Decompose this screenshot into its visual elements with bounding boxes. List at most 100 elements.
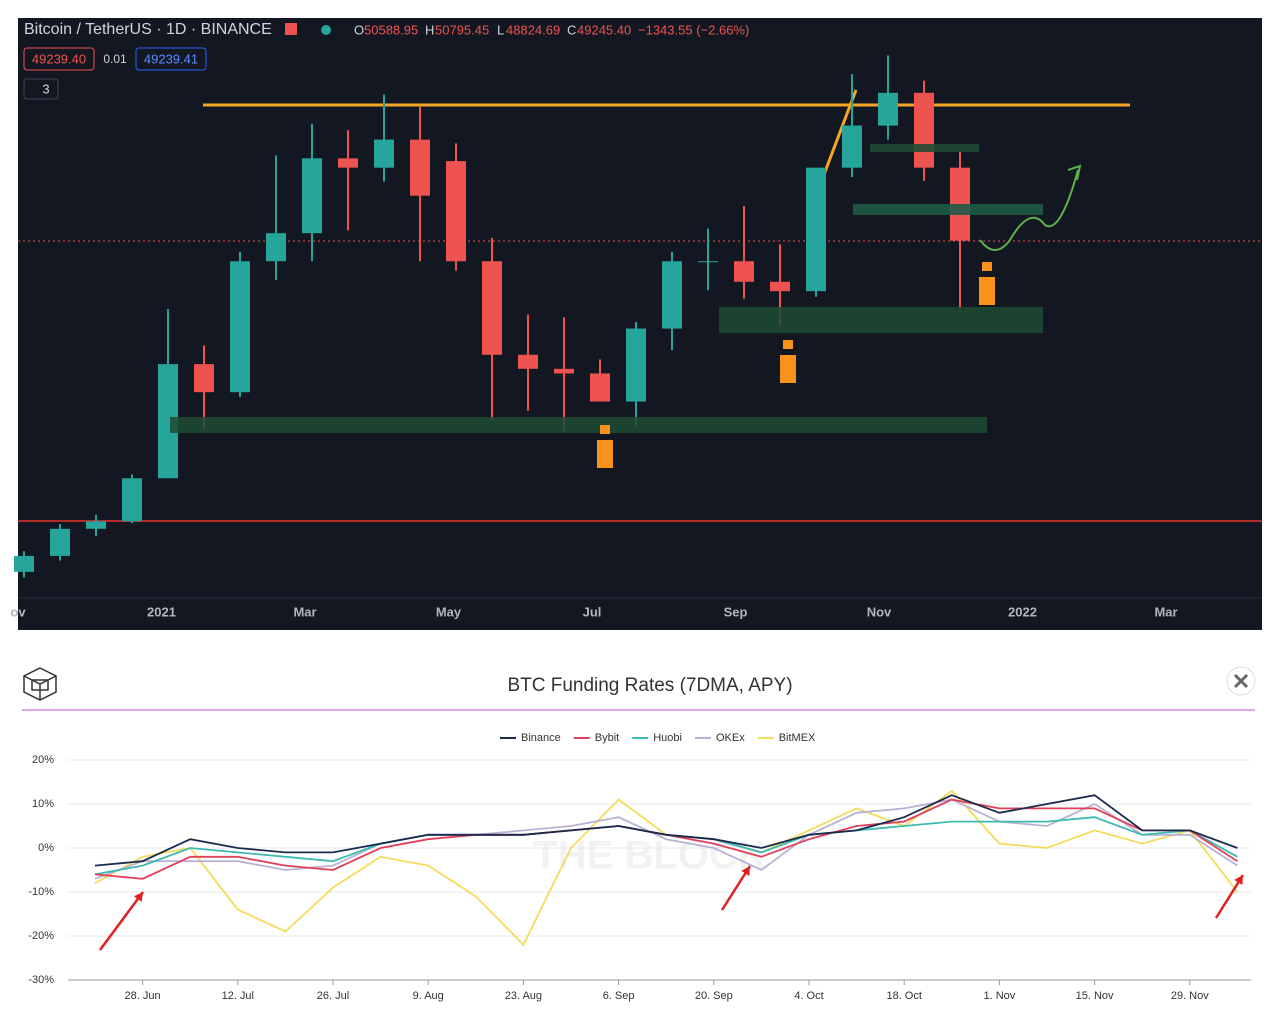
candle-body: [86, 521, 106, 529]
x-tick-label: Mar: [293, 604, 316, 619]
legend-label: Binance: [521, 732, 561, 744]
candle: [14, 551, 34, 578]
candle-body: [734, 261, 754, 282]
legend-label: BitMEX: [779, 732, 816, 744]
legend-label: Huobi: [653, 732, 682, 744]
candle: [122, 474, 142, 524]
candle-body: [158, 364, 178, 479]
ohlc-label: H: [425, 22, 434, 37]
x-tick-label: 18. Oct: [886, 990, 921, 1002]
candle-body: [14, 555, 34, 572]
candle: [446, 143, 466, 271]
candle-body: [374, 139, 394, 168]
y-tick-label: -30%: [28, 974, 54, 986]
x-tick-label: 29. Nov: [1171, 990, 1209, 1002]
candle-body: [230, 261, 250, 393]
x-tick-label: 20. Sep: [695, 990, 733, 1002]
candle-body: [338, 158, 358, 168]
x-tick-label: 12. Jul: [222, 990, 254, 1002]
candle: [626, 322, 646, 427]
candle-body: [554, 368, 574, 374]
candle: [410, 106, 430, 262]
ohlc-value: 49245.40: [577, 22, 631, 37]
x-tick-label: Jul: [583, 604, 602, 619]
candle: [842, 74, 862, 178]
x-tick-label: 28. Jun: [125, 990, 161, 1002]
legend-label: Bybit: [595, 732, 619, 744]
candle: [518, 314, 538, 411]
chart-title: BTC Funding Rates (7DMA, APY): [507, 675, 792, 696]
x-tick-label: Nov: [867, 604, 892, 619]
candle: [302, 123, 322, 262]
x-tick-label: 6. Sep: [603, 990, 635, 1002]
candle-body: [842, 125, 862, 168]
arrow-head: [1067, 164, 1082, 181]
annotation-arrow: [98, 891, 145, 951]
candle: [482, 237, 502, 421]
candle: [266, 155, 286, 280]
support-zone: [170, 417, 987, 433]
candle: [230, 251, 250, 397]
x-tick-label: 23. Aug: [505, 990, 542, 1002]
arrow-head: [741, 866, 750, 876]
candle: [698, 228, 718, 291]
flag: [285, 23, 297, 35]
candle-body: [410, 139, 430, 196]
spread: 0.01: [103, 52, 127, 66]
candle-body: [878, 92, 898, 126]
candle: [878, 55, 898, 140]
indicator-count: 3: [42, 81, 49, 96]
candle-body: [698, 261, 718, 263]
change: −1343.55 (−2.66%): [638, 22, 749, 37]
candle: [806, 167, 826, 297]
indicator-toggle[interactable]: [23, 78, 59, 100]
y-tick-label: 10%: [32, 798, 54, 810]
arrow-head: [1234, 875, 1243, 885]
candle: [338, 130, 358, 231]
candle-body: [446, 161, 466, 262]
bid-box[interactable]: [23, 47, 95, 71]
candle: [374, 94, 394, 182]
status-dot: [321, 25, 331, 35]
candle: [158, 308, 178, 479]
y-tick-label: 20%: [32, 754, 54, 766]
x-tick-label: 4. Oct: [794, 990, 823, 1002]
candle: [734, 206, 754, 299]
ohlc-label: L: [497, 22, 504, 37]
candle: [50, 524, 70, 561]
chart-panel: [18, 18, 1262, 630]
ohlc-label: C: [567, 22, 576, 37]
ohlc-value: 48824.69: [506, 22, 560, 37]
support-zone: [719, 307, 1043, 333]
ohlc-value: 50588.95: [364, 22, 418, 37]
y-tick-label: -20%: [28, 930, 54, 942]
series-line: [94, 798, 1238, 880]
x-tick-label: 15. Nov: [1076, 990, 1114, 1002]
candle-body: [770, 281, 790, 292]
candle-body: [914, 92, 934, 168]
x-tick-label: 26. Jul: [317, 990, 349, 1002]
x-tick-label: ov: [10, 604, 26, 619]
x-tick-label: Mar: [1154, 604, 1177, 619]
support-zone: [853, 204, 1043, 215]
ohlc-value: 50795.45: [435, 22, 489, 37]
candle-body: [626, 328, 646, 402]
candle: [662, 251, 682, 351]
candle: [194, 345, 214, 430]
y-tick-label: 0%: [38, 842, 54, 854]
candle-body: [482, 261, 502, 355]
arrow-head: [133, 892, 143, 902]
ask-box[interactable]: [135, 47, 207, 71]
bid: 49239.40: [32, 51, 86, 66]
legend-label: OKEx: [716, 732, 745, 744]
info-markers: [597, 262, 995, 468]
series-line: [94, 794, 1238, 867]
candle-body: [302, 158, 322, 234]
projection-arrow: [979, 169, 1079, 251]
logo: [23, 667, 57, 701]
ask: 49239.41: [144, 51, 198, 66]
ohlc: O 50588.95 H 50795.45 L 48824.69 C 49245…: [354, 22, 749, 37]
close-icon: [1233, 673, 1249, 689]
